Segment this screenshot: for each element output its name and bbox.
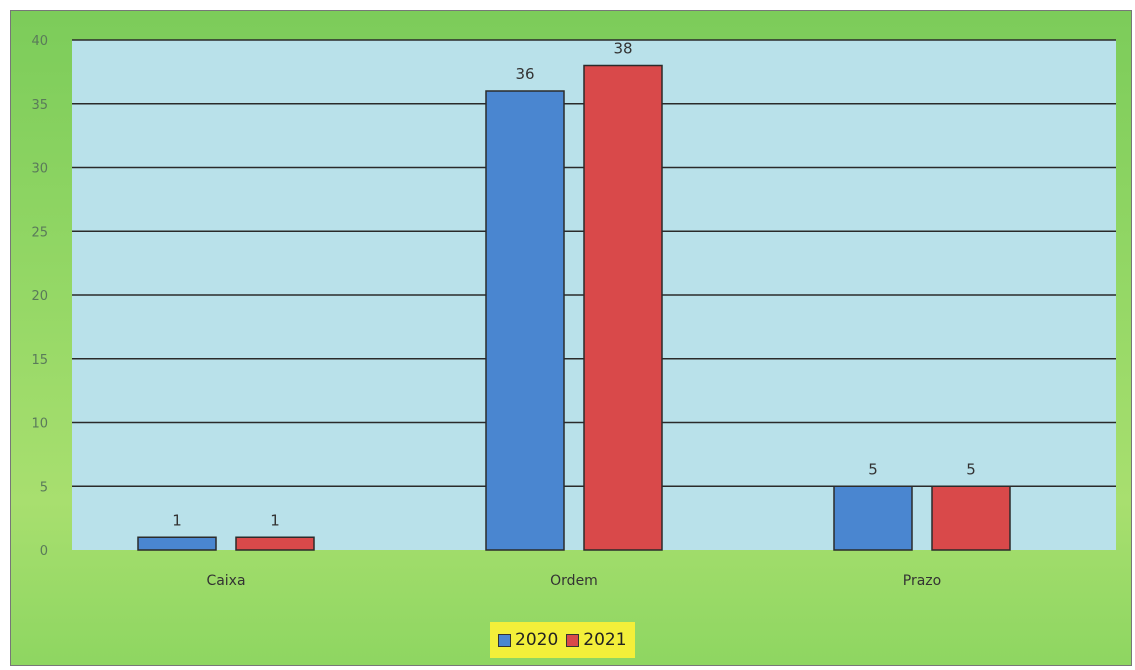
data-label-ordem-2020: 36: [515, 65, 534, 83]
y-tick-label-5: 5: [40, 480, 48, 495]
y-tick-label-15: 15: [31, 353, 48, 368]
y-tick-label-30: 30: [31, 162, 48, 177]
data-label-prazo-2021: 5: [966, 460, 976, 478]
y-tick-label-0: 0: [40, 544, 48, 559]
bar-ordem-2020: [485, 90, 565, 551]
bar-caixa-2021: [235, 536, 315, 551]
bar-prazo-2021: [931, 485, 1011, 551]
x-tick-label-ordem: Ordem: [550, 573, 598, 589]
legend-item-2021: 2021: [566, 630, 627, 650]
bar-caixa-2020: [137, 536, 217, 551]
legend-label-2020: 2020: [515, 630, 559, 650]
legend-item-2020: 2020: [498, 630, 558, 650]
y-tick-label-10: 10: [31, 417, 48, 432]
y-tick-label-25: 25: [31, 225, 48, 240]
y-tick-label-20: 20: [31, 289, 48, 304]
legend-label-2021: 2021: [583, 630, 627, 650]
y-tick-label-40: 40: [31, 34, 48, 49]
data-label-ordem-2021: 38: [613, 40, 632, 58]
legend-swatch-2021: [566, 633, 580, 647]
data-label-caixa-2021: 1: [270, 511, 280, 529]
legend-swatch-2020: [498, 633, 511, 647]
y-tick-label-35: 35: [31, 98, 48, 113]
data-label-prazo-2020: 5: [868, 460, 878, 478]
x-tick-label-caixa: Caixa: [206, 573, 245, 589]
data-label-caixa-2020: 1: [172, 511, 182, 529]
x-tick-label-prazo: Prazo: [903, 573, 941, 589]
legend: 2020 2021: [490, 622, 635, 658]
bar-prazo-2020: [833, 485, 913, 551]
bar-ordem-2021: [583, 64, 663, 551]
